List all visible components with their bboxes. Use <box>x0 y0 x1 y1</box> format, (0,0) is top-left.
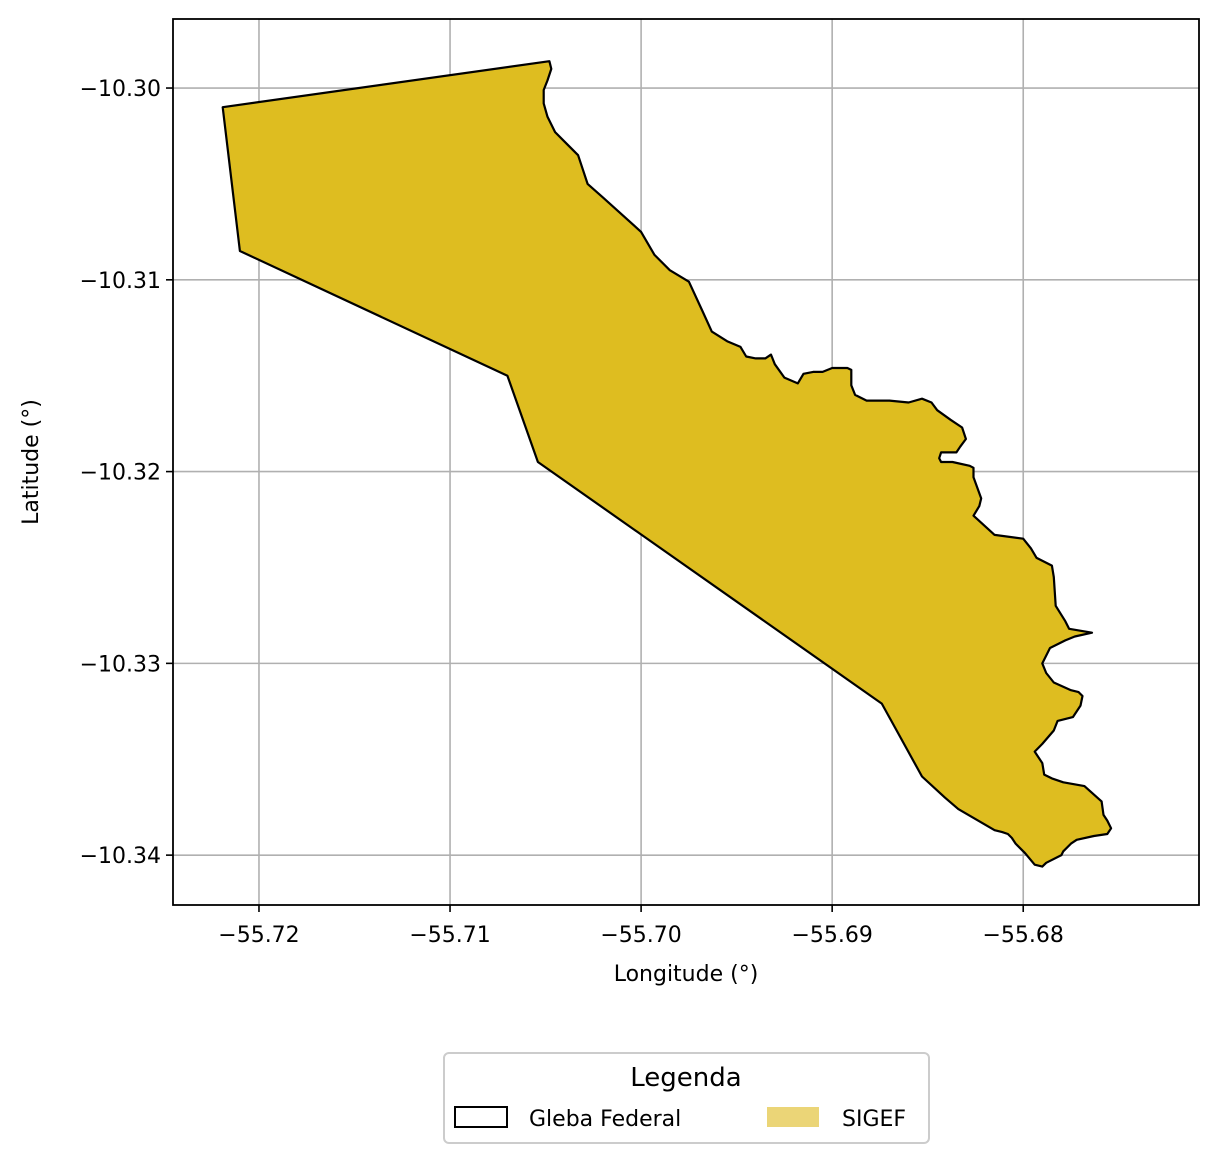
x-axis-ticks: −55.72 −55.71 −55.70 −55.69 −55.68 <box>218 905 1064 948</box>
x-tick-label: −55.70 <box>600 923 681 948</box>
x-tick-label: −55.71 <box>409 923 490 948</box>
x-tick-label: −55.72 <box>218 923 299 948</box>
x-tick-label: −55.68 <box>983 923 1064 948</box>
legend-label-sigef: SIGEF <box>842 1107 906 1132</box>
x-axis-label: Longitude (°) <box>614 962 759 987</box>
y-tick-label: −10.31 <box>80 269 161 294</box>
y-axis-ticks: −10.30 −10.31 −10.32 −10.33 −10.34 <box>80 77 173 869</box>
y-tick-label: −10.33 <box>80 652 161 677</box>
gleba-federal-polygon <box>221 60 1113 868</box>
legend-swatch-gleba-federal <box>454 1106 508 1128</box>
legend-label-gleba-federal: Gleba Federal <box>529 1107 681 1132</box>
legend: Legenda Gleba Federal SIGEF <box>443 1052 930 1144</box>
plot-area-frame <box>172 18 1200 906</box>
legend-title: Legenda <box>630 1063 741 1093</box>
y-tick-label: −10.30 <box>80 77 161 102</box>
y-axis-label: Latitude (°) <box>19 399 44 525</box>
y-tick-label: −10.34 <box>80 844 161 869</box>
legend-swatch-sigef <box>767 1107 819 1127</box>
y-tick-label: −10.32 <box>80 461 161 486</box>
x-tick-label: −55.69 <box>791 923 872 948</box>
